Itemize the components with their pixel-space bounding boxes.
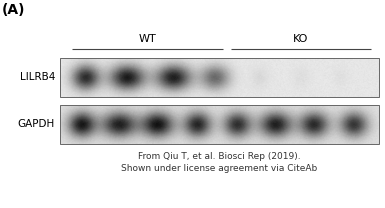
Text: LILRB4: LILRB4 — [20, 72, 55, 83]
Bar — [60, 105, 379, 144]
Bar — [60, 58, 379, 97]
Text: WT: WT — [139, 34, 156, 44]
Text: From Qiu T, et al. Biosci Rep (2019).
Shown under license agreement via CiteAb: From Qiu T, et al. Biosci Rep (2019). Sh… — [121, 152, 318, 173]
Text: GAPDH: GAPDH — [18, 119, 55, 129]
Text: (A): (A) — [2, 3, 25, 17]
Text: KO: KO — [293, 34, 309, 44]
